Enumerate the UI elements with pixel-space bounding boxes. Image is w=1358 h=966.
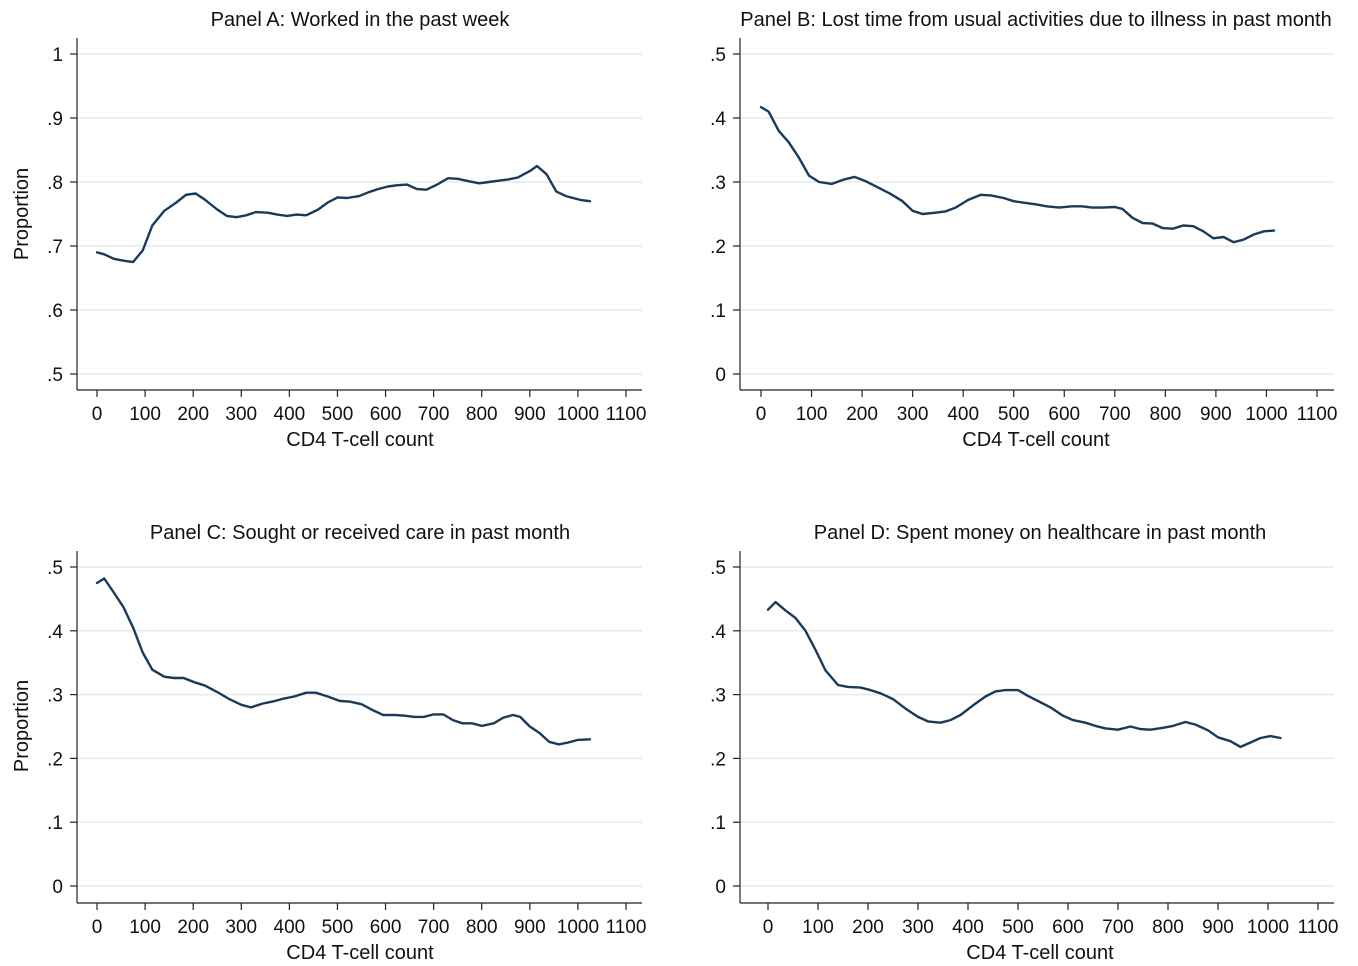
x-tick-label: 400 — [952, 917, 984, 938]
x-tick-label: 300 — [225, 404, 257, 425]
x-axis-label: CD4 T-cell count — [286, 942, 434, 964]
x-tick-label: 800 — [466, 404, 498, 425]
x-tick-label: 1100 — [1297, 404, 1338, 425]
x-axis-label: CD4 T-cell count — [962, 429, 1110, 451]
y-tick-label: 0 — [52, 877, 63, 898]
x-tick-label: 700 — [1102, 917, 1134, 938]
y-tick-label: .8 — [47, 173, 63, 194]
x-tick-label: 1000 — [557, 404, 599, 425]
panel-title: Panel A: Worked in the past week — [211, 9, 511, 31]
x-tick-label: 700 — [418, 917, 450, 938]
y-tick-label: .6 — [47, 301, 63, 322]
x-tick-label: 1000 — [557, 917, 599, 938]
x-tick-label: 800 — [1152, 917, 1184, 938]
x-axis-label: CD4 T-cell count — [286, 429, 434, 451]
series-line — [759, 105, 1276, 244]
y-tick-label: .1 — [47, 813, 63, 834]
x-tick-label: 400 — [274, 404, 306, 425]
x-tick-label: 300 — [897, 404, 929, 425]
x-tick-label: 500 — [1002, 917, 1034, 938]
x-tick-label: 800 — [1150, 404, 1182, 425]
y-tick-label: 0 — [715, 365, 726, 386]
y-tick-label: .4 — [47, 622, 63, 643]
y-tick-label: .1 — [710, 301, 726, 322]
panel-b: 0 .1 .2 .3 .4 .5 0 100 200 300 400 500 600 700 800 900 1… — [710, 9, 1337, 451]
x-tick-label: 100 — [796, 404, 828, 425]
x-tick-label: 0 — [756, 404, 767, 425]
y-tick-label: .4 — [710, 622, 726, 643]
x-tick-label: 400 — [274, 917, 306, 938]
x-tick-label: 1100 — [1298, 917, 1339, 938]
y-tick-label: .2 — [710, 237, 726, 258]
y-axis-label: Proportion — [11, 680, 33, 772]
x-tick-label: 100 — [802, 917, 834, 938]
x-tick-label: 200 — [177, 917, 209, 938]
x-tick-label: 500 — [322, 404, 354, 425]
x-tick-label: 0 — [92, 404, 103, 425]
x-tick-label: 1100 — [606, 917, 647, 938]
y-tick-label: .3 — [47, 686, 63, 707]
x-tick-label: 200 — [846, 404, 878, 425]
x-tick-label: 200 — [852, 917, 884, 938]
panel-title: Panel B: Lost time from usual activities… — [740, 9, 1331, 31]
x-tick-label: 700 — [418, 404, 450, 425]
x-tick-label: 500 — [322, 917, 354, 938]
x-tick-label: 700 — [1099, 404, 1131, 425]
y-tick-label: .3 — [710, 686, 726, 707]
panel-c: 0 .1 .2 .3 .4 .5 0 100 200 300 400 500 600 700 800 900 1… — [11, 522, 646, 964]
x-tick-label: 100 — [129, 404, 161, 425]
y-tick-label: .5 — [710, 45, 726, 66]
series-line — [766, 600, 1282, 749]
x-tick-label: 1000 — [1247, 917, 1289, 938]
x-tick-label: 900 — [1202, 917, 1234, 938]
y-tick-label: .1 — [710, 813, 726, 834]
y-tick-label: .7 — [47, 237, 63, 258]
panel-title: Panel D: Spent money on healthcare in pa… — [814, 522, 1267, 544]
x-tick-label: 300 — [225, 917, 257, 938]
x-tick-label: 900 — [1200, 404, 1232, 425]
x-tick-label: 400 — [947, 404, 979, 425]
x-tick-label: 600 — [1052, 917, 1084, 938]
y-tick-label: .5 — [710, 558, 726, 579]
y-tick-label: .3 — [710, 173, 726, 194]
x-tick-label: 0 — [92, 917, 103, 938]
y-tick-label: .5 — [47, 558, 63, 579]
panel-d: 0 .1 .2 .3 .4 .5 0 100 200 300 400 500 600 700 800 900 1… — [710, 522, 1338, 964]
x-axis-label: CD4 T-cell count — [966, 942, 1114, 964]
y-tick-label: .5 — [47, 365, 63, 386]
x-tick-label: 1000 — [1245, 404, 1287, 425]
y-tick-label: 1 — [52, 45, 63, 66]
series-line — [95, 164, 592, 264]
panel-title: Panel C: Sought or received care in past… — [150, 522, 570, 544]
x-tick-label: 1100 — [606, 404, 647, 425]
x-tick-label: 600 — [1048, 404, 1080, 425]
x-tick-label: 900 — [514, 917, 546, 938]
x-tick-label: 800 — [466, 917, 498, 938]
x-tick-label: 600 — [370, 404, 402, 425]
x-tick-label: 500 — [998, 404, 1030, 425]
panel-a: .5 .6 .7 .8 .9 1 0 100 200 300 400 500 600 700 800 900 1… — [11, 9, 646, 451]
x-tick-label: 300 — [902, 917, 934, 938]
y-axis-label: Proportion — [11, 168, 33, 260]
y-tick-label: .9 — [47, 109, 63, 130]
y-tick-label: .4 — [710, 109, 726, 130]
series-line — [95, 577, 592, 746]
x-tick-label: 600 — [370, 917, 402, 938]
x-tick-label: 100 — [129, 917, 161, 938]
x-tick-label: 200 — [177, 404, 209, 425]
y-tick-label: .2 — [47, 749, 63, 770]
y-tick-label: .2 — [710, 749, 726, 770]
x-tick-label: 900 — [514, 404, 546, 425]
x-tick-label: 0 — [763, 917, 774, 938]
y-tick-label: 0 — [715, 877, 726, 898]
